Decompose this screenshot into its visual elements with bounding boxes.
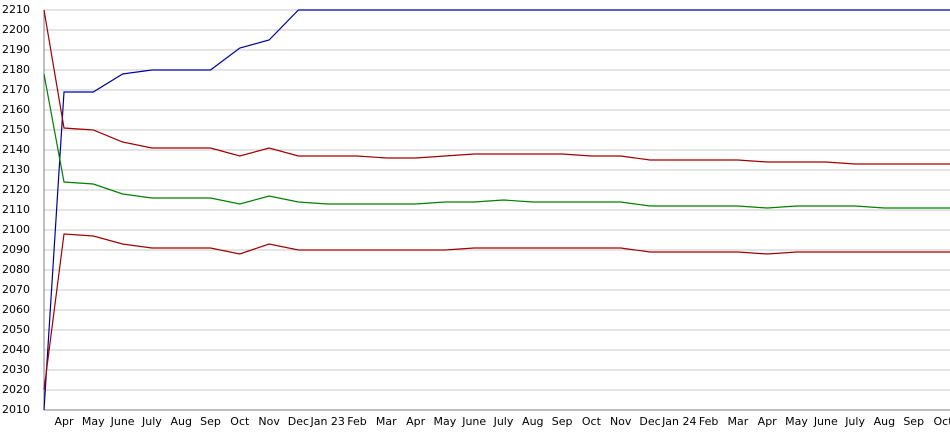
x-tick-label: June xyxy=(461,415,486,428)
x-tick-label: May xyxy=(785,415,808,428)
x-tick-label: Sep xyxy=(200,415,221,428)
series-line xyxy=(43,73,950,209)
x-tick-label: July xyxy=(141,415,162,428)
y-tick-label: 2020 xyxy=(2,383,30,396)
x-tick-label: Oct xyxy=(933,415,950,428)
x-tick-label: Apr xyxy=(54,415,74,428)
y-tick-label: 2140 xyxy=(2,143,30,156)
x-tick-label: Apr xyxy=(758,415,778,428)
y-tick-label: 2170 xyxy=(2,83,30,96)
x-tick-label: Oct xyxy=(582,415,602,428)
y-tick-label: 2160 xyxy=(2,103,30,116)
x-tick-label: Nov xyxy=(258,415,280,428)
x-tick-label: Aug xyxy=(522,415,543,428)
y-tick-label: 2180 xyxy=(2,63,30,76)
series-line xyxy=(43,9,950,411)
y-tick-label: 2070 xyxy=(2,283,30,296)
x-tick-label: June xyxy=(813,415,838,428)
y-tick-label: 2120 xyxy=(2,183,30,196)
x-tick-label: Mar xyxy=(376,415,397,428)
x-tick-label: May xyxy=(434,415,457,428)
x-tick-label: Aug xyxy=(874,415,895,428)
y-tick-label: 2100 xyxy=(2,223,30,236)
x-tick-label: Dec xyxy=(288,415,309,428)
x-tick-label: Feb xyxy=(347,415,366,428)
y-tick-label: 2190 xyxy=(2,43,30,56)
x-tick-label: July xyxy=(493,415,514,428)
x-tick-label: June xyxy=(110,415,135,428)
x-tick-label: Feb xyxy=(699,415,718,428)
y-tick-label: 2210 xyxy=(2,3,30,16)
series-line xyxy=(43,233,950,391)
x-tick-label: Jan 23 xyxy=(309,415,344,428)
y-tick-label: 2050 xyxy=(2,323,30,336)
y-tick-label: 2080 xyxy=(2,263,30,276)
y-tick-label: 2010 xyxy=(2,403,30,416)
y-tick-label: 2090 xyxy=(2,243,30,256)
x-tick-label: Jan 24 xyxy=(661,415,696,428)
series-line xyxy=(43,9,950,165)
x-tick-label: Dec xyxy=(639,415,660,428)
x-tick-label: Sep xyxy=(552,415,573,428)
x-tick-label: Mar xyxy=(728,415,749,428)
y-tick-label: 2130 xyxy=(2,163,30,176)
x-tick-label: July xyxy=(844,415,865,428)
y-tick-label: 2040 xyxy=(2,343,30,356)
x-tick-label: Oct xyxy=(230,415,250,428)
y-tick-label: 2030 xyxy=(2,363,30,376)
x-tick-label: Nov xyxy=(610,415,632,428)
y-tick-label: 2200 xyxy=(2,23,30,36)
y-tick-label: 2110 xyxy=(2,203,30,216)
x-tick-label: Sep xyxy=(903,415,924,428)
x-tick-label: Apr xyxy=(406,415,426,428)
x-tick-label: May xyxy=(82,415,105,428)
y-tick-label: 2150 xyxy=(2,123,30,136)
y-tick-label: 2060 xyxy=(2,303,30,316)
x-tick-label: Aug xyxy=(170,415,191,428)
